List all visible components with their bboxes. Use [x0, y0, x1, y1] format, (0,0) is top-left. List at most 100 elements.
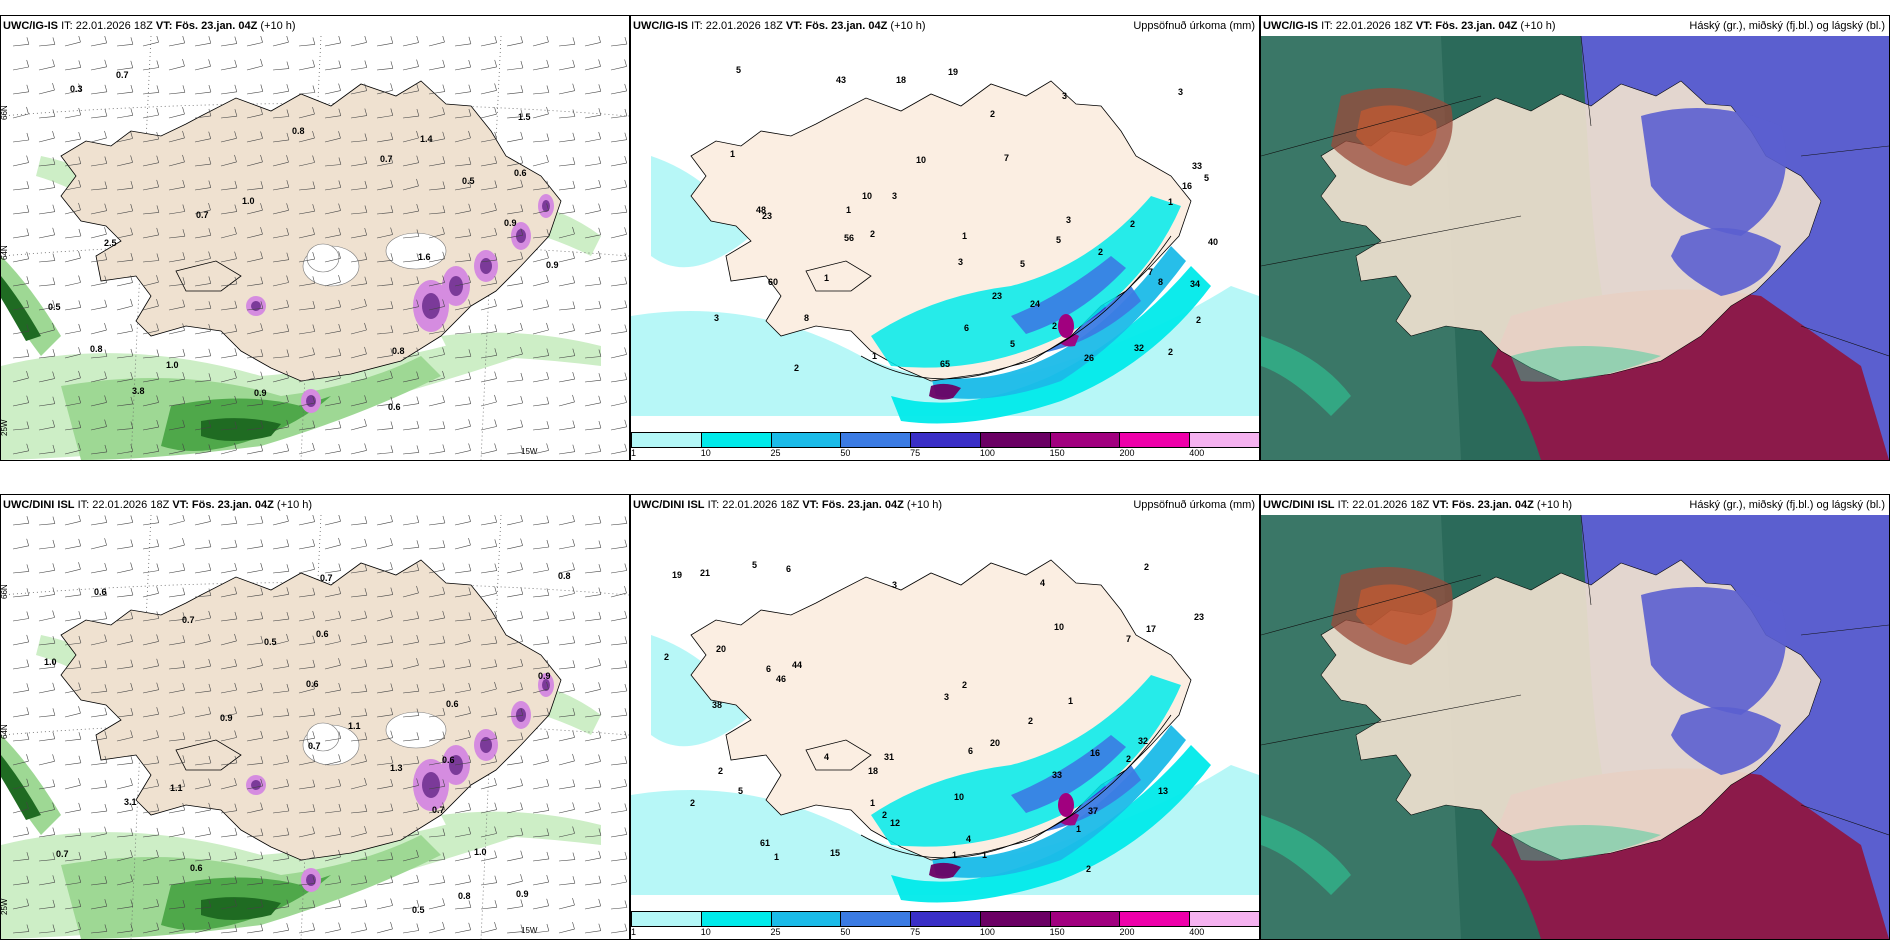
value-label: 0.7 [116, 70, 129, 80]
wind-barb [402, 59, 419, 71]
wind-barb [298, 562, 315, 574]
colorbar-swatch [700, 432, 772, 448]
wind-barb [12, 155, 29, 167]
snaefellsnes-peninsula [805, 739, 872, 771]
value-label: 0.3 [70, 84, 83, 94]
wind-barb [64, 899, 82, 910]
wind-barb [350, 276, 368, 287]
wind-barb [350, 563, 368, 574]
wind-barb [12, 778, 29, 790]
value-label: 20 [990, 738, 1000, 748]
wind-barb [298, 826, 315, 838]
wind-barb [168, 419, 185, 431]
wind-barb [246, 323, 263, 335]
wind-barb [272, 203, 289, 215]
value-label: 1 [1076, 824, 1081, 834]
wind-barb [454, 325, 472, 335]
wind-barb [506, 155, 523, 167]
value-label: 3 [714, 313, 719, 323]
panel-title: UWC/IG-IS IT: 22.01.2026 18Z VT: Fös. 23… [1263, 20, 1556, 32]
wind-barb [272, 754, 289, 766]
wind-barb [454, 826, 471, 838]
wind-barb [454, 180, 472, 191]
wind-barb [90, 899, 108, 910]
wind-barb [350, 899, 368, 910]
value-label: 10 [954, 792, 964, 802]
wind-barb [402, 611, 420, 622]
precip-cell-core [251, 780, 261, 790]
cloud-title: Háský (gr.), miðský (fj.bl.) og lágský (… [1689, 499, 1885, 511]
wind-barb [246, 730, 263, 742]
low-cloud-edge [1511, 825, 1661, 861]
wind-barb [298, 779, 316, 790]
wind-barb [116, 396, 134, 407]
wind-barb [428, 205, 446, 215]
value-label: 0.6 [514, 168, 527, 178]
wind-barb [90, 707, 108, 718]
snaefellsnes-peninsula [175, 260, 242, 292]
wind-barb [38, 779, 56, 790]
wind-barb [610, 683, 628, 694]
wind-barb [610, 539, 628, 550]
wind-barb [220, 370, 237, 383]
wind-barb [454, 634, 471, 646]
wind-barb [12, 588, 30, 598]
wind-barb [532, 923, 550, 934]
wind-barb [480, 754, 497, 766]
wind-barb [64, 370, 81, 383]
wind-barb [428, 421, 446, 431]
wind-barb [376, 898, 393, 910]
wind-barb [116, 659, 134, 670]
value-label: 23 [1194, 612, 1204, 622]
precip-cell-core [516, 229, 526, 243]
wind-barb [64, 300, 82, 311]
wind-barb [90, 156, 108, 167]
wind-barb [532, 154, 549, 167]
grid-line [1261, 95, 1482, 157]
value-label: 43 [836, 75, 846, 85]
wind-barb [38, 419, 55, 431]
wind-barb [428, 226, 445, 239]
wind-barb [506, 36, 523, 47]
wind-barb [610, 83, 627, 95]
wind-barb [272, 109, 290, 119]
value-label: 6 [786, 564, 791, 574]
precip-max [1058, 314, 1074, 338]
value-label: 5 [736, 65, 741, 75]
wind-barb [532, 588, 550, 598]
wind-barb [90, 181, 108, 191]
wind-barb [220, 659, 237, 670]
glacier [385, 711, 447, 749]
wind-barb [376, 587, 394, 598]
value-label: 3 [1066, 215, 1071, 225]
wind-barb [220, 251, 237, 263]
wind-barb [38, 539, 56, 550]
wind-barb [116, 60, 134, 71]
wind-barb [480, 394, 497, 407]
wind-barb [246, 371, 263, 383]
wind-barb [272, 612, 290, 622]
wind-barb [64, 202, 81, 215]
wind-barb [38, 754, 55, 766]
wind-barb [298, 804, 316, 814]
wind-barb [454, 850, 471, 862]
lon-label-25: 25W [1, 898, 9, 915]
precip-shading-land [1011, 256, 1126, 334]
wind-barb [12, 181, 30, 191]
value-label: 1.1 [348, 721, 361, 731]
wind-barb [428, 515, 446, 526]
value-label: 0.7 [196, 210, 209, 220]
wind-barb [64, 732, 82, 742]
wind-barb [402, 178, 419, 191]
wind-barb [116, 372, 133, 383]
wind-barb [610, 803, 628, 814]
wind-barb [64, 443, 81, 455]
wind-barb [64, 660, 82, 670]
wind-barb [506, 610, 523, 622]
wind-barb [376, 325, 394, 335]
wind-barb [246, 682, 263, 694]
wind-barb [506, 899, 524, 910]
wind-barb [610, 660, 628, 670]
wind-barb [64, 179, 81, 191]
precip-shading [651, 635, 751, 747]
